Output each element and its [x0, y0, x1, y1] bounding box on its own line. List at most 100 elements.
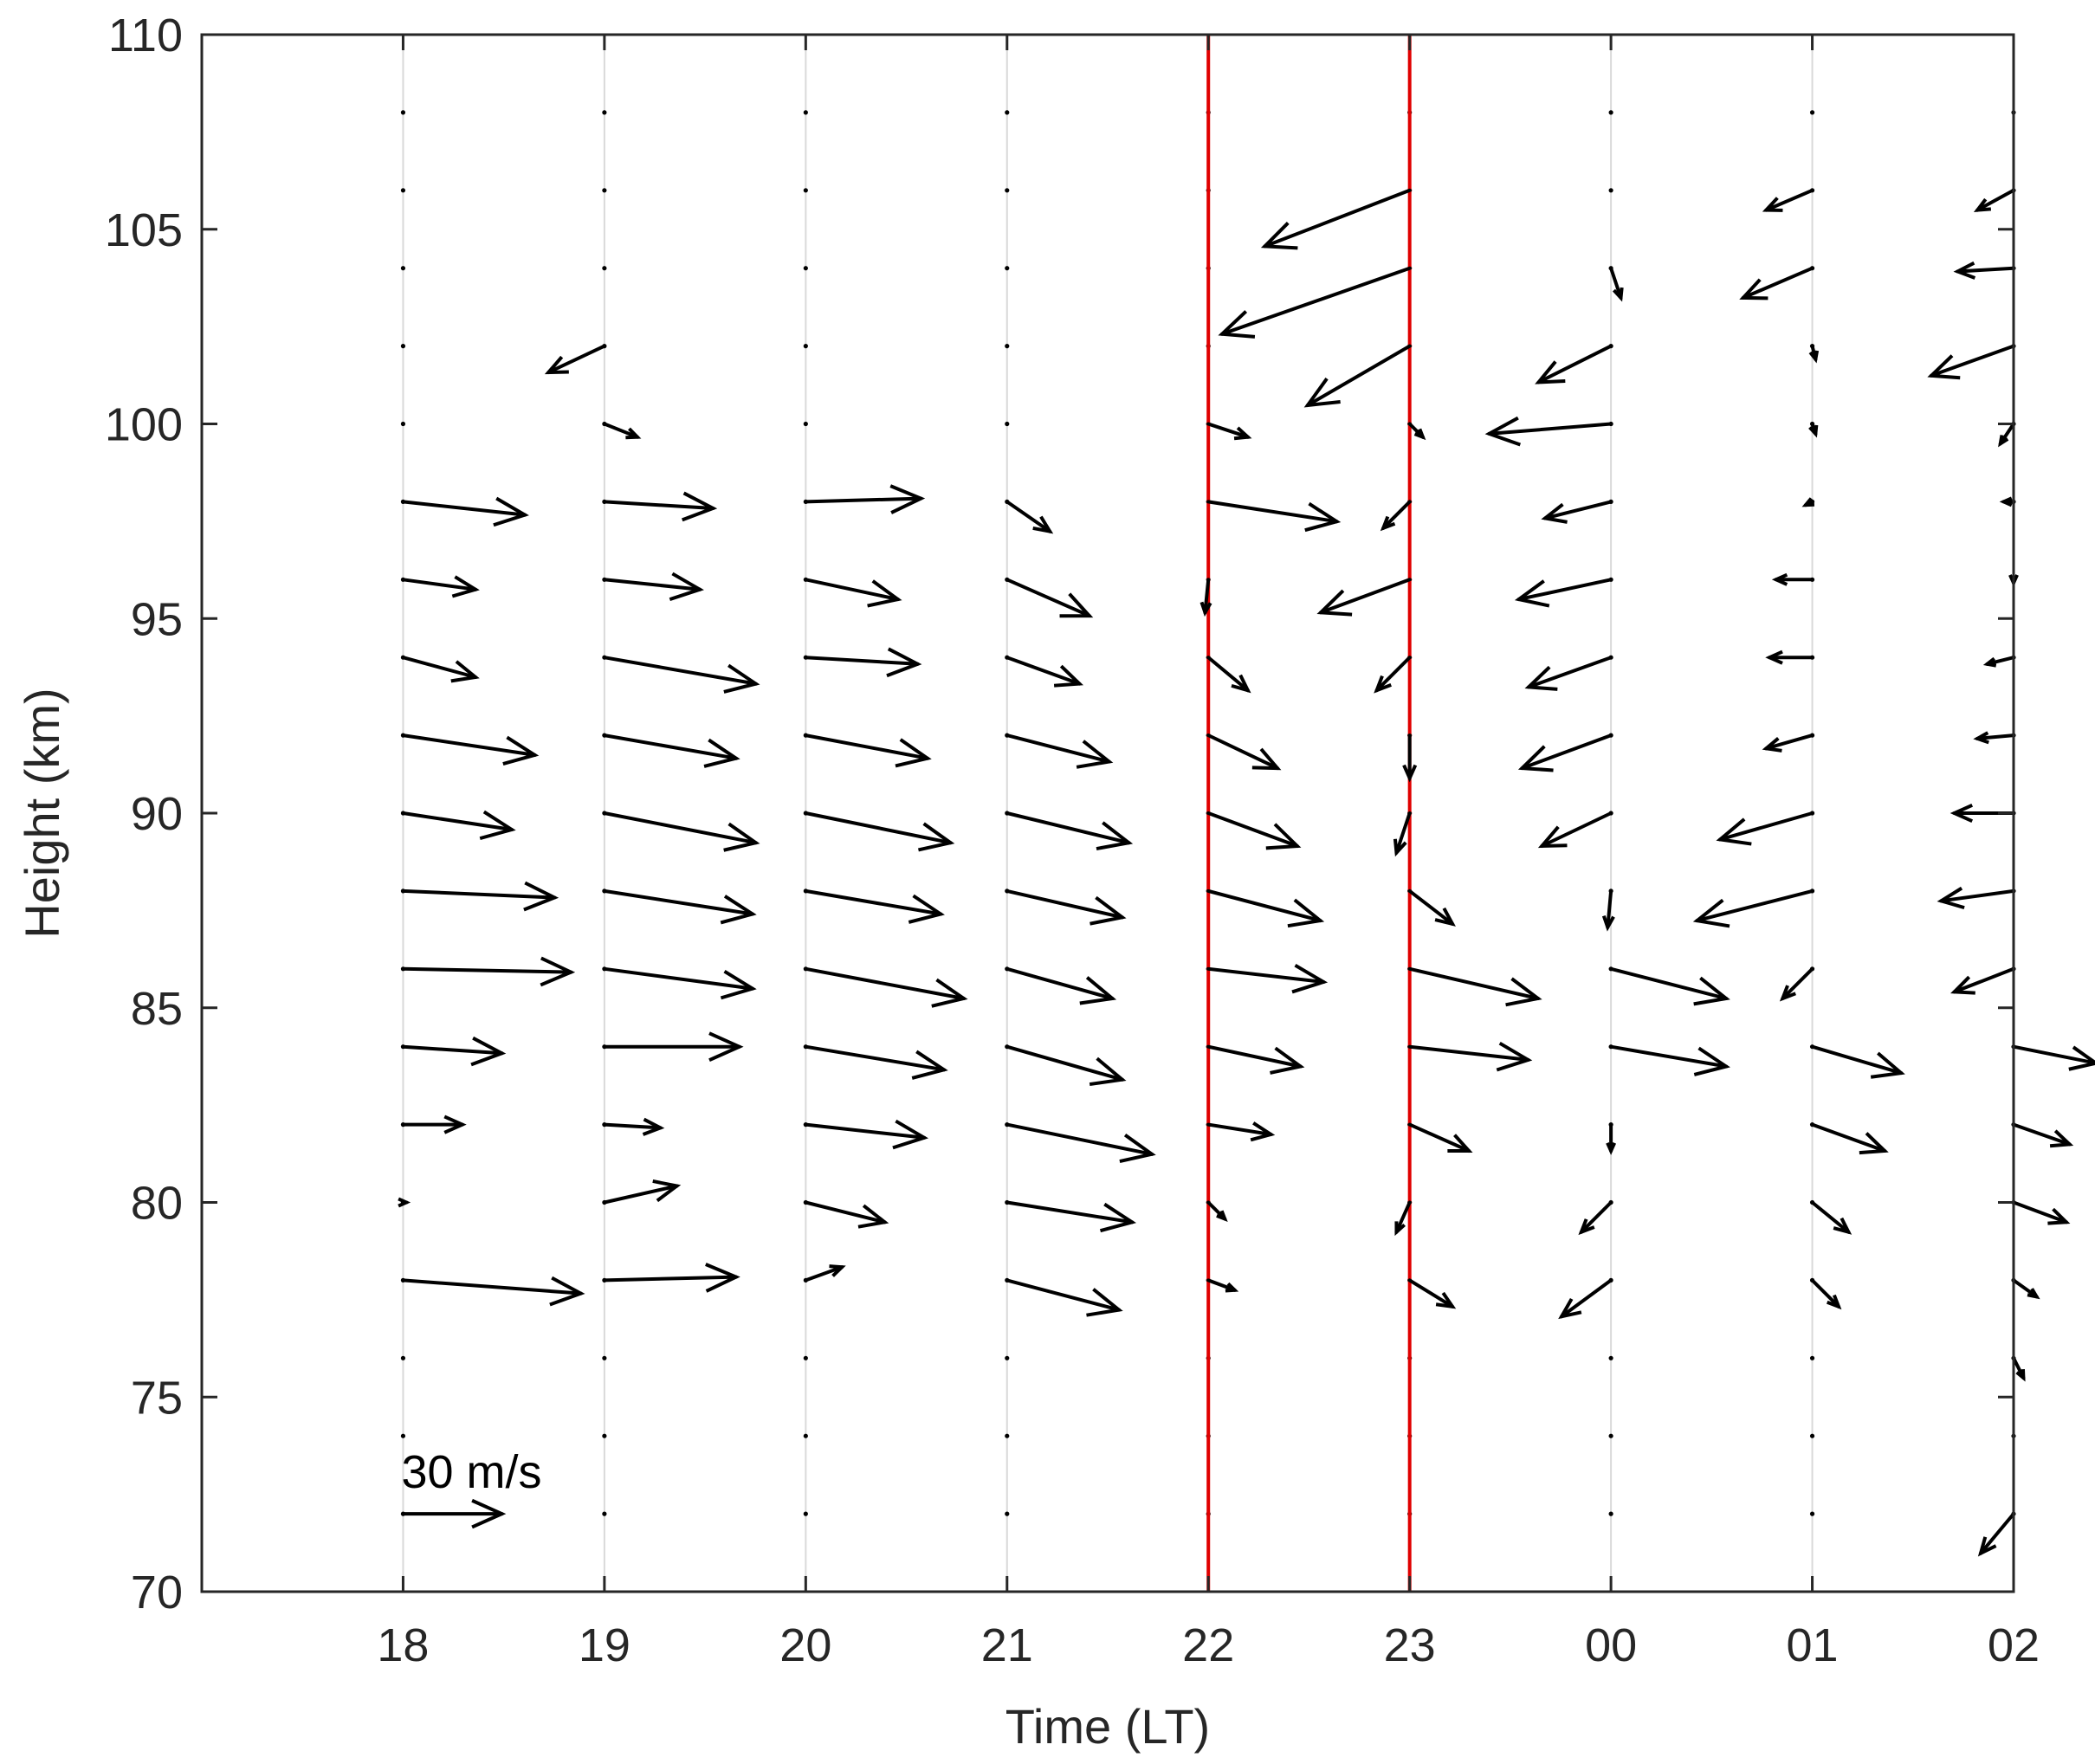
wind-vector — [602, 811, 760, 852]
grid-point — [803, 1511, 808, 1516]
wind-vector — [1484, 416, 1613, 447]
grid-point — [1608, 110, 1613, 115]
vector-shaft — [1985, 656, 2015, 666]
vector-shaft — [1394, 1200, 1412, 1234]
wind-vector — [1206, 656, 1251, 694]
vector-shaft — [1520, 733, 1613, 771]
wind-vector — [1402, 733, 1418, 783]
vector-head — [1762, 197, 1783, 212]
wind-vector — [401, 810, 516, 841]
vector-shaft — [1206, 966, 1326, 984]
wind-vector — [1005, 1122, 1156, 1163]
vector-head — [1973, 731, 1989, 745]
scale-arrow — [401, 1498, 507, 1529]
vector-head — [1435, 1291, 1457, 1309]
scale-reference: 30 m/s — [401, 1446, 542, 1529]
wind-vector — [1394, 1200, 1412, 1237]
vector-shaft — [1407, 1122, 1471, 1153]
vector-head — [1859, 1132, 1889, 1155]
grid-point — [803, 1433, 808, 1438]
vector-shaft — [1206, 1122, 1273, 1136]
vector-head — [1998, 435, 2009, 448]
vector-head — [2015, 1369, 2026, 1382]
vector-shaft — [804, 1122, 927, 1140]
vector-shaft — [1810, 1122, 1887, 1153]
vector-head — [1096, 821, 1134, 851]
vector-head — [1558, 1297, 1582, 1320]
grid-point — [1809, 1355, 1815, 1360]
vector-head — [1765, 649, 1783, 665]
vector-shaft — [1206, 888, 1322, 923]
wind-vector — [1578, 1200, 1613, 1236]
vector-shaft — [401, 1044, 504, 1056]
y-tick-label: 105 — [105, 204, 183, 256]
vector-shaft — [602, 1184, 679, 1205]
y-tick-label: 110 — [108, 10, 183, 61]
vector-shaft — [602, 656, 758, 686]
vector-shaft — [1579, 1200, 1613, 1234]
wind-vector — [1374, 656, 1412, 694]
vector-head — [1380, 515, 1396, 532]
vector-head — [1402, 764, 1418, 783]
vector-shaft — [1516, 578, 1613, 602]
x-axis-ticks: 18 19 20 21 22 23 00 01 02 — [377, 35, 2040, 1671]
vector-head — [470, 1036, 507, 1067]
wind-vector — [1407, 1278, 1457, 1309]
vector-head — [451, 575, 480, 598]
vector-head — [1771, 572, 1788, 586]
vector-shaft — [804, 733, 929, 760]
grid-point — [1608, 188, 1613, 193]
vector-head — [1251, 747, 1282, 771]
vector-head — [1099, 1202, 1137, 1233]
wind-vector — [401, 496, 529, 527]
grid-point — [400, 421, 406, 427]
wind-vector — [1005, 733, 1114, 769]
vector-shaft — [1319, 578, 1412, 615]
wind-vector — [602, 1179, 682, 1205]
vector-shaft — [401, 733, 537, 757]
vector-shaft — [401, 578, 478, 591]
vector-head — [1374, 675, 1392, 694]
vector-shaft — [1606, 888, 1613, 929]
wind-vector — [1206, 422, 1252, 441]
vector-shaft — [1527, 656, 1613, 689]
vector-shaft — [602, 422, 639, 439]
wind-vector — [1393, 811, 1412, 857]
vector-head — [1086, 1288, 1123, 1317]
wind-vector — [1535, 344, 1613, 384]
wind-vector — [1810, 1122, 1889, 1155]
grid-point — [1005, 266, 1010, 271]
vector-head — [1233, 426, 1252, 441]
wind-vector — [401, 881, 559, 912]
vector-head — [1537, 825, 1568, 849]
vector-head — [1260, 222, 1298, 250]
vector-shaft — [1975, 188, 2015, 212]
x-tick-label: 20 — [779, 1619, 831, 1671]
vector-head — [911, 1050, 948, 1080]
wind-vector — [2012, 1356, 2026, 1382]
vector-head — [1927, 354, 1961, 380]
vector-head — [1447, 1134, 1473, 1153]
wind-vector — [1953, 261, 2015, 280]
wind-vector — [1005, 500, 1054, 534]
grid-point — [602, 266, 607, 271]
vector-shaft — [1206, 811, 1299, 848]
wind-vector — [1558, 1278, 1613, 1320]
y-tick-label: 75 — [131, 1372, 183, 1424]
vector-head — [1250, 1121, 1276, 1142]
vector-head — [829, 1264, 846, 1277]
wind-vector — [804, 811, 955, 852]
vector-head — [1739, 278, 1768, 300]
vector-shaft — [602, 578, 702, 591]
wind-vector — [2012, 1200, 2071, 1225]
grid-point — [400, 266, 406, 271]
wind-vector — [1005, 1278, 1123, 1317]
vector-head — [1089, 1056, 1127, 1087]
vector-head — [1059, 592, 1094, 618]
grid-point — [602, 188, 607, 193]
vector-head — [895, 738, 932, 768]
vector-head — [1304, 501, 1342, 533]
vector-head — [1199, 601, 1212, 617]
vector-shaft — [602, 500, 715, 510]
